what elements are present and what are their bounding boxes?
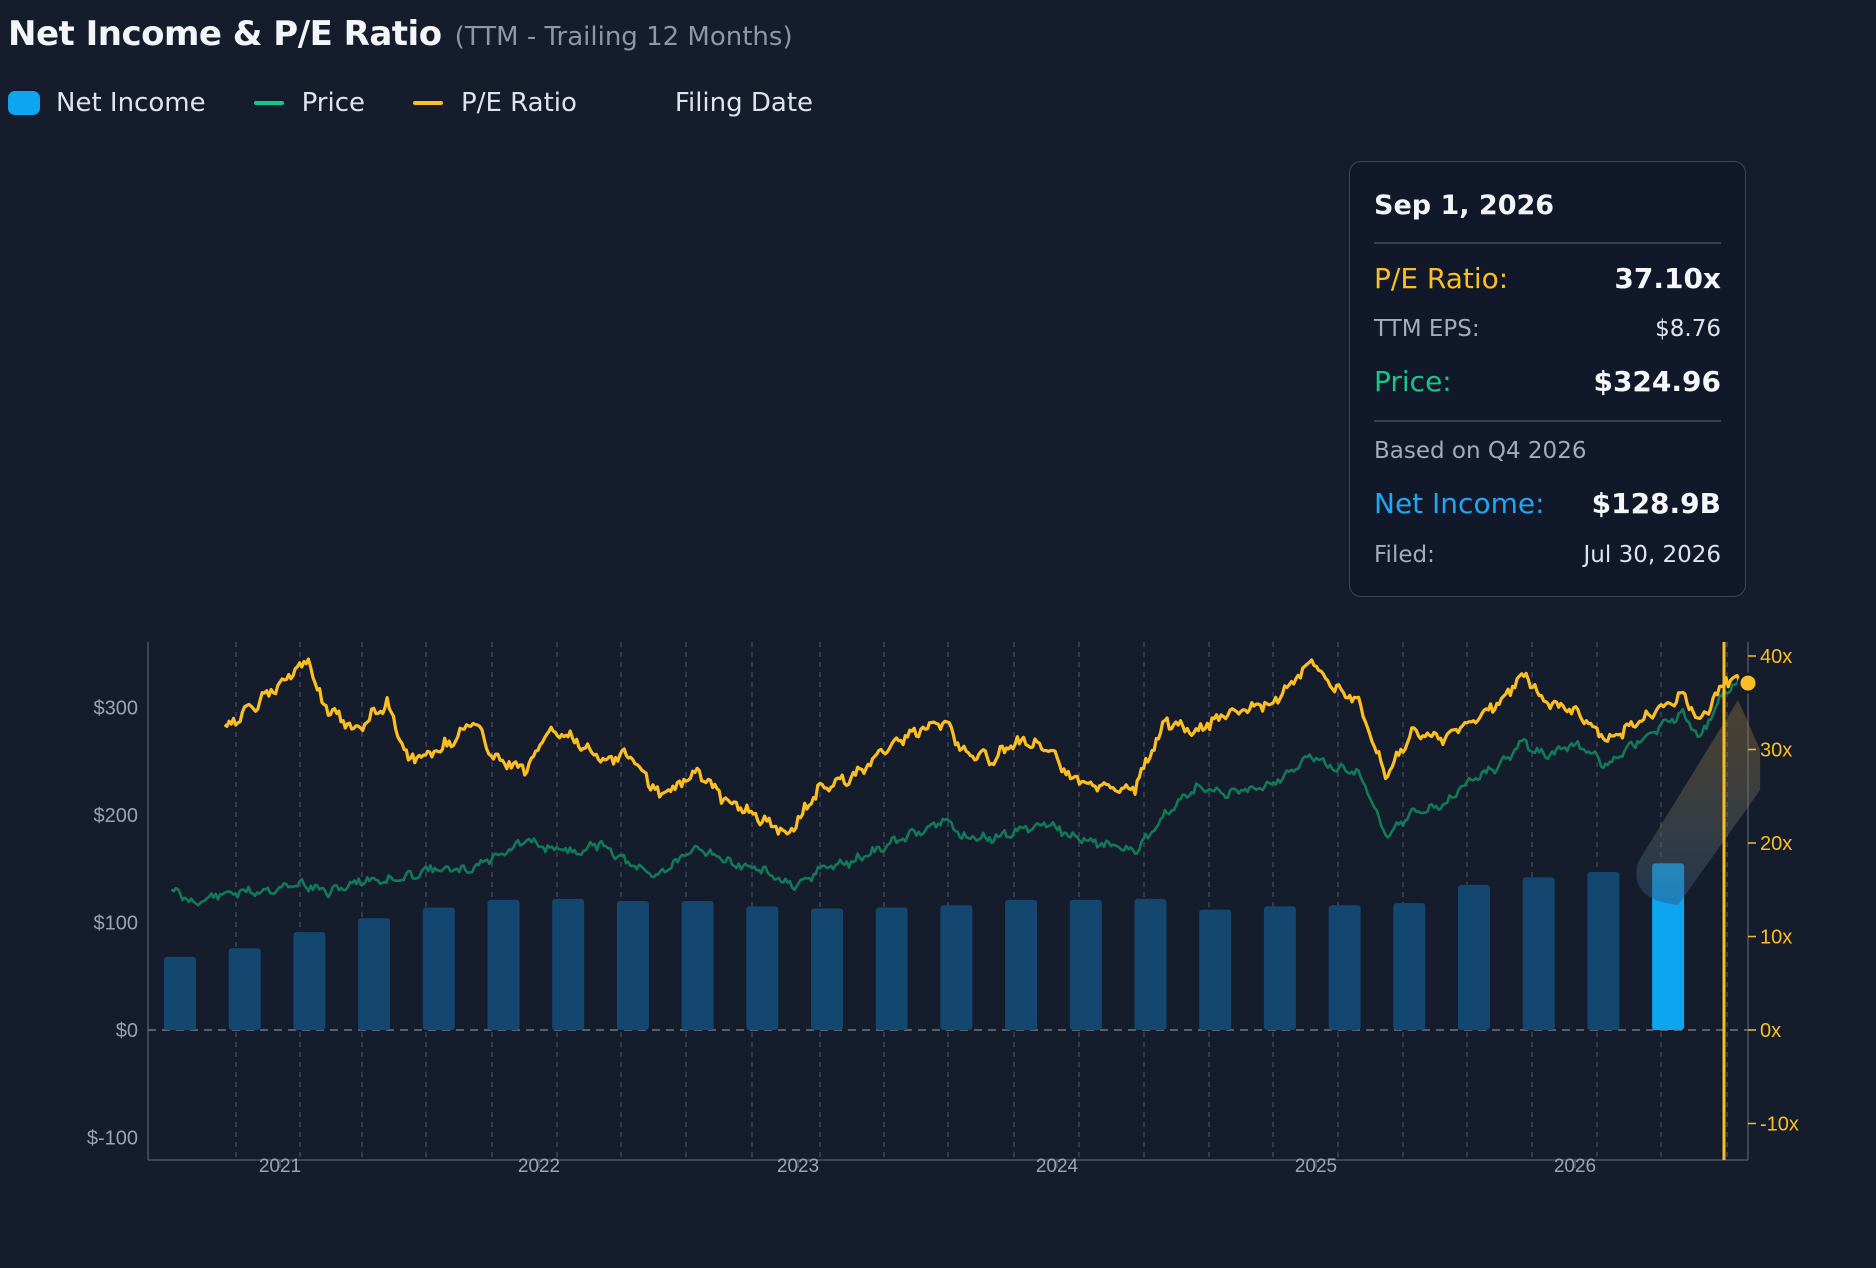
right-axis-tick-label: 10x <box>1760 927 1792 949</box>
legend-label: P/E Ratio <box>461 88 577 118</box>
legend-label: Filing Date <box>674 88 814 118</box>
tooltip-basis-row: Based on Q4 2026 <box>1374 438 1721 464</box>
tooltip-price-label: Price: <box>1374 365 1452 398</box>
x-axis-tick-label: 2026 <box>1554 1156 1596 1177</box>
net-income-swatch <box>8 91 40 115</box>
tooltip-filed-value: Jul 30, 2026 <box>1583 542 1721 568</box>
net-income-bar <box>811 908 843 1030</box>
chart-title: Net Income & P/E Ratio <box>8 14 442 54</box>
net-income-bar <box>1328 905 1361 1030</box>
net-income-bar <box>1652 863 1685 1030</box>
tooltip-price-value: $324.96 <box>1593 365 1721 398</box>
net-income-bar <box>681 901 714 1030</box>
net-income-bar <box>1522 877 1555 1030</box>
right-axis-tick-label: 20x <box>1760 833 1792 855</box>
net-income-bar <box>1587 871 1620 1030</box>
net-income-bar <box>616 901 649 1030</box>
right-axis-tick-label: -10x <box>1760 1114 1799 1136</box>
tooltip-ni-value: $128.9B <box>1591 487 1721 520</box>
legend-label: Net Income <box>56 88 206 118</box>
net-income-bars <box>164 863 1685 1030</box>
tooltip-filed-label: Filed: <box>1374 542 1435 568</box>
net-income-bar <box>422 907 455 1030</box>
tooltip-ni-label: Net Income: <box>1374 487 1545 520</box>
net-income-bar <box>228 948 261 1030</box>
axis-labels: $-100 $0 $100 $200 $300 -10x 0x 10x 20x 30x 40x 202… <box>87 646 1799 1177</box>
net-income-bar <box>1393 903 1426 1030</box>
pe-ratio-series-line <box>223 657 1750 836</box>
chart-subtitle: (TTM - Trailing 12 Months) <box>454 22 793 52</box>
pe-ratio-line <box>223 657 1750 836</box>
cursor-pe-dot <box>1737 672 1759 694</box>
chart-title-row: Net Income & P/E Ratio (TTM - Trailing 1… <box>8 14 793 54</box>
highlight-glow-shape <box>1636 700 1761 905</box>
net-income-bar <box>940 905 973 1030</box>
legend: Net Income Price P/E Ratio Filing Date <box>8 88 861 118</box>
filing-date-markers <box>235 642 1728 1160</box>
right-axis-tick-label: 30x <box>1760 740 1792 762</box>
left-axis-tick-label: $0 <box>116 1020 138 1042</box>
right-axis-tick-label: 40x <box>1760 646 1792 668</box>
left-axis-tick-label: $-100 <box>87 1128 138 1150</box>
net-income-bar <box>293 932 326 1030</box>
tooltip-pe-value: 37.10x <box>1614 262 1721 295</box>
net-income-bar <box>164 956 196 1030</box>
tooltip-eps-label: TTM EPS: <box>1374 316 1480 342</box>
net-income-bar <box>358 918 391 1030</box>
tooltip: Sep 1, 2026 P/E Ratio: 37.10x TTM EPS: $… <box>1349 161 1746 597</box>
left-axis-tick-label: $300 <box>94 698 139 720</box>
highlight-glow <box>1636 700 1761 905</box>
left-axis-tick-label: $200 <box>94 805 139 827</box>
tooltip-eps-row: TTM EPS: $8.76 <box>1374 316 1721 342</box>
tooltip-divider <box>1374 420 1721 422</box>
price-line <box>170 677 1749 907</box>
legend-label: Price <box>301 88 366 118</box>
x-axis-tick-label: 2023 <box>777 1156 819 1177</box>
net-income-bar <box>1199 909 1232 1030</box>
cursor <box>1722 642 1759 1160</box>
legend-item-price[interactable]: Price <box>253 88 366 118</box>
x-axis-tick-label: 2024 <box>1036 1156 1079 1177</box>
x-axis-tick-label: 2021 <box>259 1156 301 1177</box>
pe-ratio-swatch <box>413 101 444 105</box>
net-income-bar <box>1134 898 1167 1030</box>
tooltip-pe-label: P/E Ratio: <box>1374 262 1509 295</box>
net-income-bar <box>1458 884 1490 1030</box>
tooltip-based-on: Based on Q4 2026 <box>1374 438 1587 464</box>
tooltip-date: Sep 1, 2026 <box>1374 190 1555 221</box>
legend-item-filing-date[interactable]: Filing Date <box>675 88 813 118</box>
net-income-bar <box>1069 899 1102 1030</box>
tooltip-net-income-row: Net Income: $128.9B <box>1374 487 1721 520</box>
net-income-bar <box>746 906 779 1030</box>
price-swatch <box>253 101 284 105</box>
net-income-bar <box>875 907 908 1030</box>
tooltip-eps-value: $8.76 <box>1655 316 1721 342</box>
net-income-bar <box>1263 906 1296 1030</box>
left-axis-tick-label: $100 <box>94 913 139 935</box>
tooltip-filed-row: Filed: Jul 30, 2026 <box>1374 542 1721 568</box>
legend-item-pe-ratio[interactable]: P/E Ratio <box>413 88 577 118</box>
tooltip-divider <box>1374 242 1721 244</box>
right-axis-tick-label: 0x <box>1760 1020 1781 1042</box>
x-axis-tick-label: 2022 <box>518 1156 560 1177</box>
x-axis-tick-label: 2025 <box>1295 1156 1337 1177</box>
net-income-bar <box>1005 899 1038 1030</box>
price-series-line <box>170 677 1749 907</box>
tooltip-price-row: Price: $324.96 <box>1374 365 1721 398</box>
tooltip-pe-row: P/E Ratio: 37.10x <box>1374 262 1721 295</box>
legend-item-net-income[interactable]: Net Income <box>8 88 206 118</box>
net-income-bar <box>487 899 520 1030</box>
net-income-bar <box>552 898 585 1030</box>
